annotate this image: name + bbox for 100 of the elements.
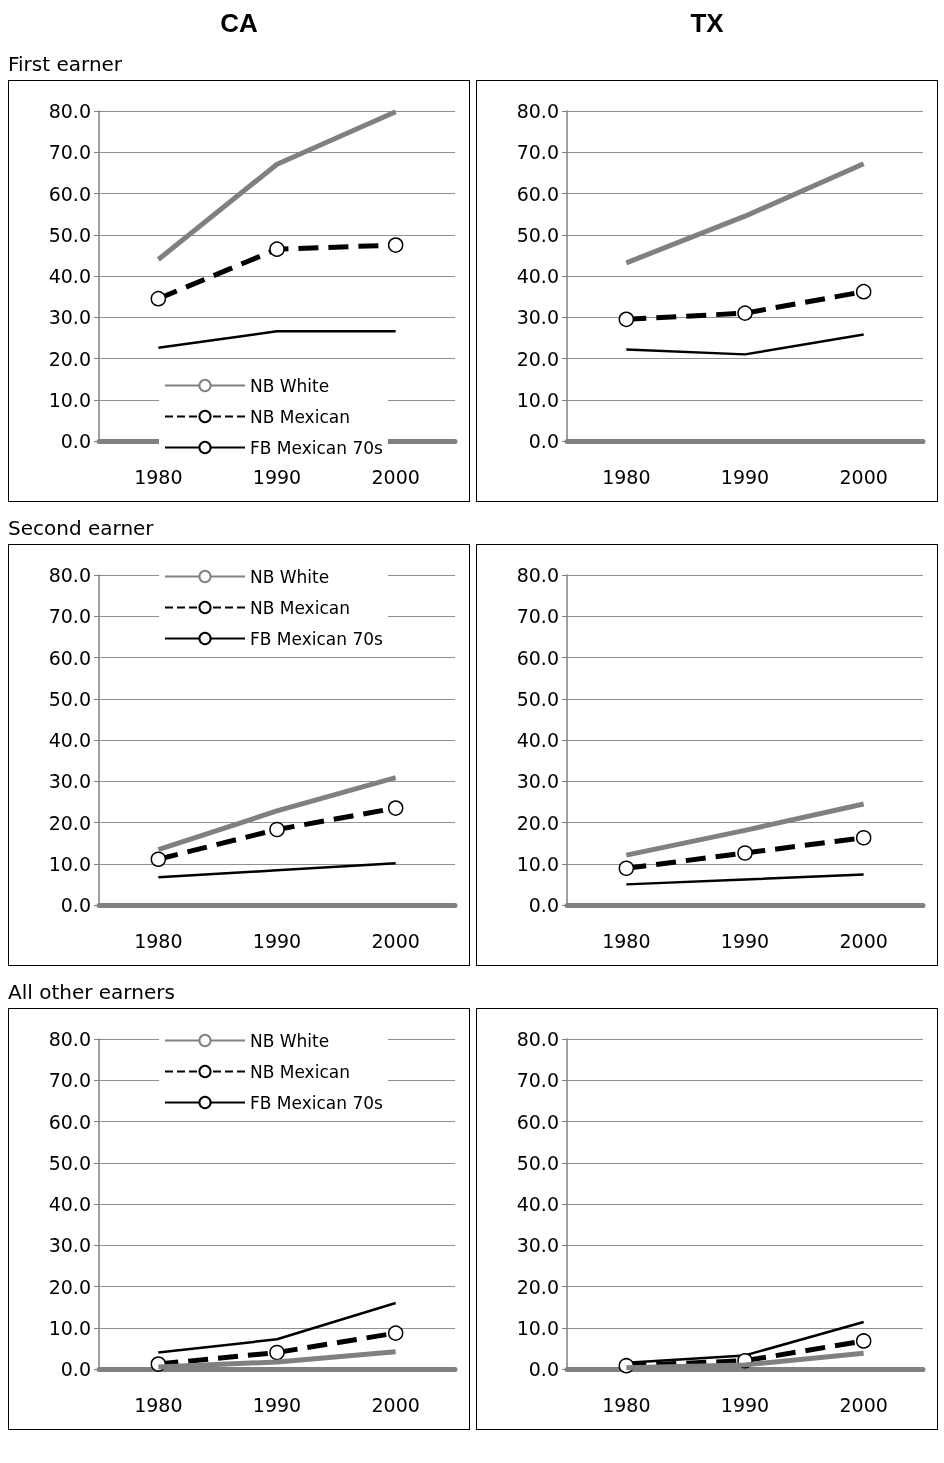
y-tick-label: 50.0 (516, 223, 559, 246)
y-tick-label: 60.0 (516, 1110, 559, 1133)
x-tick-label: 2000 (839, 465, 888, 488)
x-tick-label: 1990 (252, 929, 302, 952)
point (269, 241, 285, 257)
y-tick-label: 10.0 (48, 388, 91, 411)
y-tick-label: 80.0 (516, 100, 559, 122)
point (387, 1325, 404, 1341)
x-tick-label: 1990 (252, 465, 302, 488)
x-tick-label: 2000 (839, 929, 888, 952)
y-tick-label: 70.0 (516, 1069, 559, 1092)
x-tick-label: 1980 (602, 929, 651, 952)
y-tick-label: 80.0 (48, 564, 91, 586)
legend-label: NB White (250, 566, 330, 587)
y-tick-label: 50.0 (48, 223, 91, 246)
y-tick-label: 30.0 (48, 1234, 91, 1257)
chart-subtitle: First earner (8, 52, 124, 78)
y-tick-label: 30.0 (516, 770, 559, 793)
y-tick-label: 20.0 (516, 1275, 559, 1298)
y-tick-label: 40.0 (516, 729, 559, 751)
y-tick-label: 80.0 (48, 100, 91, 122)
x-tick-label: 1980 (134, 929, 183, 952)
x-tick-label: 1980 (134, 1393, 183, 1416)
chart-title: TX (689, 8, 725, 40)
point (737, 305, 753, 321)
y-tick-label: 70.0 (48, 605, 91, 628)
y-tick-label: 40.0 (516, 265, 559, 287)
x-tick-label: 2000 (371, 929, 420, 952)
point (737, 845, 753, 861)
y-tick-label: 80.0 (48, 1028, 91, 1050)
y-tick-label: 0.0 (528, 1358, 559, 1380)
y-tick-label: 0.0 (528, 894, 559, 916)
point (855, 283, 872, 300)
legend-label: FB Mexican 70s (250, 1092, 384, 1113)
x-tick-label: 2000 (371, 465, 420, 488)
legend-label: FB Mexican 70s (250, 628, 384, 649)
y-tick-label: 10.0 (516, 1316, 559, 1339)
y-tick-label: 0.0 (60, 1358, 91, 1380)
y-tick-label: 50.0 (48, 1151, 91, 1174)
y-tick-label: 0.0 (528, 430, 559, 452)
y-tick-label: 20.0 (48, 811, 91, 834)
y-tick-label: 40.0 (48, 265, 91, 287)
point (618, 860, 635, 877)
y-tick-label: 60.0 (48, 646, 91, 669)
y-tick-label: 10.0 (516, 852, 559, 875)
y-tick-label: 20.0 (516, 811, 559, 834)
y-tick-label: 20.0 (48, 1275, 91, 1298)
y-tick-label: 40.0 (516, 1193, 559, 1215)
point (269, 1344, 285, 1361)
point (387, 800, 404, 816)
chart-subtitle: All other earners (8, 980, 176, 1006)
x-tick-label: 2000 (839, 1393, 888, 1416)
x-tick-label: 1980 (602, 465, 651, 488)
chart-title: CA (219, 8, 259, 40)
point (150, 851, 167, 867)
y-tick-label: 70.0 (516, 605, 559, 628)
y-tick-label: 60.0 (516, 646, 559, 669)
legend-label: NB Mexican (250, 406, 350, 427)
x-tick-label: 1980 (602, 1393, 651, 1416)
x-tick-label: 1990 (720, 1393, 770, 1416)
y-tick-label: 70.0 (516, 141, 559, 164)
y-tick-label: 60.0 (516, 182, 559, 205)
y-tick-label: 0.0 (60, 430, 91, 452)
y-tick-label: 60.0 (48, 1110, 91, 1133)
y-tick-label: 80.0 (516, 1028, 559, 1050)
point (855, 1333, 872, 1349)
legend-label: NB Mexican (250, 1061, 350, 1082)
y-tick-label: 30.0 (516, 306, 559, 329)
x-tick-label: 1990 (720, 465, 770, 488)
point (855, 830, 872, 846)
y-tick-label: 20.0 (516, 347, 559, 370)
y-tick-label: 20.0 (48, 347, 91, 370)
y-tick-label: 70.0 (48, 141, 91, 164)
y-tick-label: 30.0 (48, 770, 91, 793)
y-tick-label: 50.0 (48, 687, 91, 710)
chart-subtitle: Second earner (8, 516, 155, 542)
x-tick-label: 2000 (371, 1393, 420, 1416)
y-tick-label: 50.0 (516, 687, 559, 710)
point (618, 311, 635, 328)
y-tick-label: 10.0 (516, 388, 559, 411)
legend-label: FB Mexican 70s (250, 437, 384, 458)
x-tick-label: 1990 (720, 929, 770, 952)
y-tick-label: 70.0 (48, 1069, 91, 1092)
y-tick-label: 40.0 (48, 729, 91, 751)
y-tick-label: 30.0 (48, 306, 91, 329)
x-tick-label: 1980 (134, 465, 183, 488)
y-tick-label: 30.0 (516, 1234, 559, 1257)
legend-label: NB White (250, 1030, 330, 1051)
y-tick-label: 0.0 (60, 894, 91, 916)
y-tick-label: 50.0 (516, 1151, 559, 1174)
y-tick-label: 10.0 (48, 852, 91, 875)
y-tick-label: 10.0 (48, 1316, 91, 1339)
x-tick-label: 1990 (252, 1393, 302, 1416)
point (269, 821, 285, 838)
y-tick-label: 60.0 (48, 182, 91, 205)
legend-label: NB White (250, 375, 330, 396)
legend-label: NB Mexican (250, 597, 350, 618)
y-tick-label: 40.0 (48, 1193, 91, 1215)
y-tick-label: 80.0 (516, 564, 559, 586)
point (387, 237, 404, 253)
